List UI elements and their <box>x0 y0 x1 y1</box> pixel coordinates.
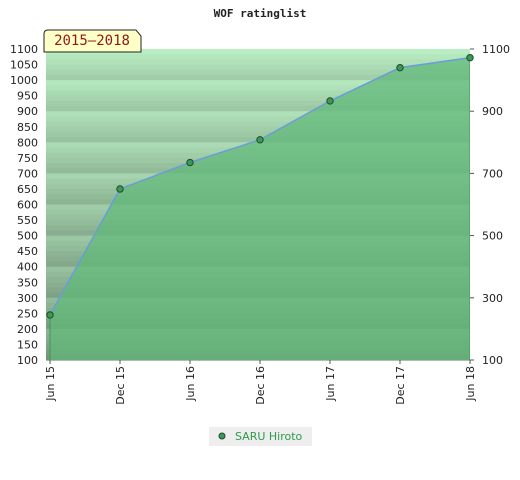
data-point-1 <box>116 185 124 193</box>
left-tick-label: 1100 <box>10 43 38 56</box>
x-tick-label: Jun 17 <box>324 366 337 402</box>
left-tick-label: 300 <box>17 292 38 305</box>
period-badge-label: 2015–2018 <box>54 33 130 49</box>
data-point-6 <box>466 54 474 62</box>
left-tick-label: 750 <box>17 152 38 165</box>
left-tick-label: 700 <box>17 167 38 180</box>
x-tick-label: Jun 16 <box>184 366 197 402</box>
x-tick-label: Jun 18 <box>464 366 477 402</box>
legend-series-label: SARU Hiroto <box>235 430 303 443</box>
series-area <box>50 57 470 360</box>
data-points <box>46 54 474 319</box>
x-tick-label: Dec 15 <box>114 366 127 405</box>
data-point-0 <box>46 311 54 319</box>
left-tick-label: 200 <box>17 323 38 336</box>
data-point-4 <box>326 97 334 105</box>
left-tick-label: 550 <box>17 214 38 227</box>
right-tick-label: 900 <box>482 105 503 118</box>
left-tick-label: 450 <box>17 245 38 258</box>
left-tick-label: 650 <box>17 183 38 196</box>
left-tick-label: 350 <box>17 276 38 289</box>
left-tick-label: 800 <box>17 136 38 149</box>
left-tick-label: 500 <box>17 230 38 243</box>
right-y-axis: 100 300 500 700 900 1100 <box>470 43 510 367</box>
left-tick-label: 950 <box>17 90 38 103</box>
x-axis: Jun 15 Dec 15 Jun 16 Dec 16 Jun 17 Dec 17 Jun … <box>44 360 477 405</box>
left-tick-label: 900 <box>17 105 38 118</box>
right-tick-label: 1100 <box>482 43 510 56</box>
left-tick-label: 400 <box>17 261 38 274</box>
left-tick-label: 600 <box>17 199 38 212</box>
right-tick-label: 500 <box>482 230 503 243</box>
x-tick-label: Dec 17 <box>394 366 407 405</box>
legend: SARU Hiroto <box>209 427 312 446</box>
left-y-axis: 100 150 200 250 300 350 400 450 500 550 600 650 700 7… <box>10 43 38 367</box>
left-tick-label: 850 <box>17 121 38 134</box>
data-point-5 <box>396 63 404 72</box>
chart-title: WOF ratinglist <box>214 7 307 20</box>
period-badge: 2015–2018 <box>43 29 142 53</box>
left-tick-label: 1000 <box>10 74 38 87</box>
left-tick-label: 1050 <box>10 59 38 72</box>
left-tick-label: 250 <box>17 307 38 320</box>
x-tick-label: Jun 15 <box>44 366 57 402</box>
right-tick-label: 700 <box>482 167 503 180</box>
left-tick-label: 100 <box>17 354 38 367</box>
legend-marker <box>218 432 226 440</box>
data-point-2 <box>186 158 194 167</box>
x-tick-label: Dec 16 <box>254 366 267 405</box>
left-tick-label: 150 <box>17 338 38 351</box>
right-tick-label: 100 <box>482 354 503 367</box>
data-point-3 <box>256 136 264 144</box>
right-tick-label: 300 <box>482 292 503 305</box>
